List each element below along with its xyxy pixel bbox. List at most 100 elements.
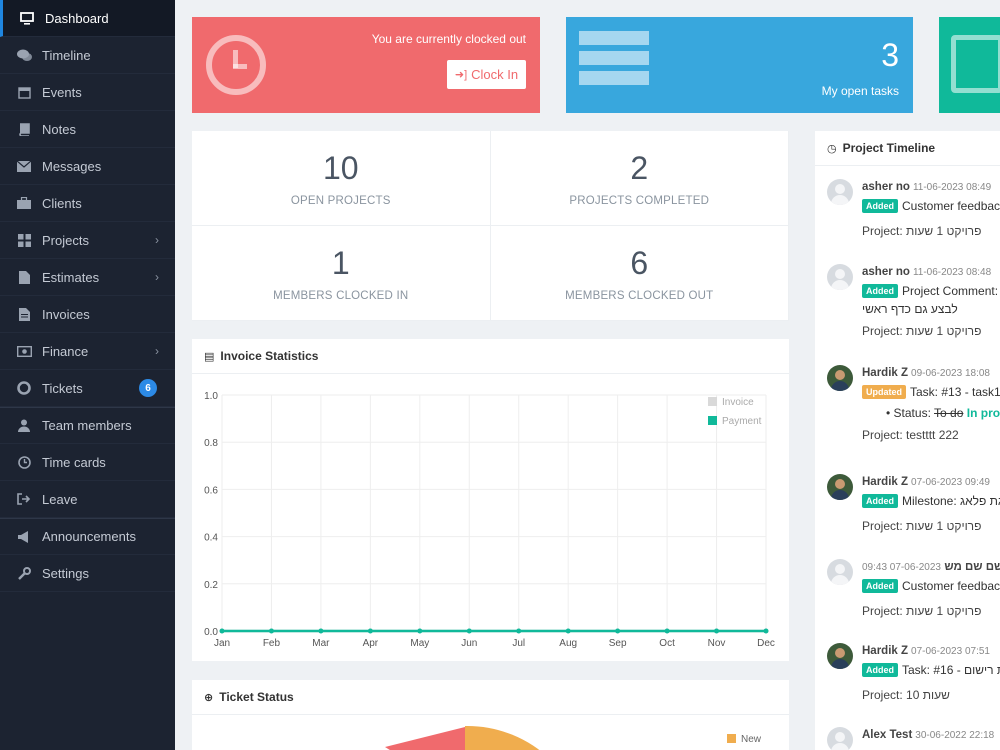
sidebar-item-projects[interactable]: Projects ›: [0, 222, 175, 259]
timeline-project[interactable]: Project: פרויקט 1 שעות: [862, 604, 982, 618]
added-tag: Added: [862, 284, 898, 298]
data-point-payment: [268, 628, 274, 634]
data-point-payment: [763, 628, 769, 634]
timeline-text[interactable]: Customer feedbac: [902, 199, 1000, 213]
sidebar-item-announcements[interactable]: Announcements: [0, 518, 175, 555]
timeline-user-name[interactable]: Alex Test: [862, 729, 913, 741]
project-stats-grid: 10 OPEN PROJECTS 2 PROJECTS COMPLETED 1 …: [192, 131, 789, 321]
lifebuoy-icon: ⊕: [204, 691, 214, 704]
sidebar-item-dashboard[interactable]: Dashboard: [0, 0, 175, 37]
timeline-user-name[interactable]: Hardik Z: [862, 476, 909, 488]
sidebar-item-clients[interactable]: Clients: [0, 185, 175, 222]
file-icon: [16, 269, 32, 285]
clock-in-button[interactable]: ➜] Clock In: [447, 60, 526, 89]
timeline-text[interactable]: Task: #16 - גת רישום: [902, 663, 1000, 677]
pie-slice-other: [385, 727, 465, 750]
sidebar-item-team-members[interactable]: Team members: [0, 407, 175, 444]
timeline-text[interactable]: Customer feedbac: [902, 579, 1000, 593]
y-tick-label: 0.2: [204, 580, 218, 591]
sidebar-item-timeline[interactable]: Timeline: [0, 37, 175, 74]
y-tick-label: 0.8: [204, 438, 218, 449]
sidebar-item-label: Leave: [42, 491, 78, 507]
timeline-user-name[interactable]: שם שם מש: [944, 561, 1000, 573]
x-tick-label: Dec: [757, 638, 775, 649]
data-point-payment: [714, 628, 720, 634]
avatar: [827, 179, 853, 205]
calendar-icon: [16, 84, 32, 100]
wrench-icon: [16, 565, 32, 581]
timeline-user-name[interactable]: asher no: [862, 181, 910, 193]
timeline-time: 30-06-2022 22:18: [915, 730, 995, 741]
sidebar-item-label: Settings: [42, 565, 89, 581]
y-tick-label: 0.6: [204, 485, 218, 496]
timeline-user-name[interactable]: asher no: [862, 266, 910, 278]
envelope-icon: [16, 158, 32, 174]
clock-icon: ◷: [827, 142, 837, 155]
tasks-list-icon: [579, 31, 649, 91]
timeline-text[interactable]: Task: #13 - task1: [910, 385, 1000, 399]
sidebar-item-finance[interactable]: Finance ›: [0, 333, 175, 370]
sidebar-item-label: Events: [42, 84, 82, 100]
stat-projects-completed[interactable]: 2 PROJECTS COMPLETED: [490, 131, 789, 226]
briefcase-icon: [16, 195, 32, 211]
clock-icon: [16, 454, 32, 470]
timeline-time: 11-06-2023 08:49: [912, 182, 992, 193]
status-label: Status:: [893, 406, 931, 420]
y-tick-label: 0.4: [204, 533, 218, 544]
clock-status-text: You are currently clocked out: [371, 32, 526, 46]
timeline-time: 07-06-2023 09:49: [911, 477, 990, 488]
sidebar-item-label: Finance: [42, 343, 89, 359]
stat-label: OPEN PROJECTS: [290, 194, 391, 207]
sidebar-item-notes[interactable]: Notes: [0, 111, 175, 148]
timeline-time: 09:43 07-06-2023: [862, 562, 941, 573]
added-tag: Added: [862, 663, 898, 677]
legend-swatch-invoice: [708, 397, 717, 406]
sidebar-item-tickets[interactable]: Tickets 6: [0, 370, 175, 407]
data-point-payment: [565, 628, 571, 634]
timeline-project[interactable]: Project: testttt 222: [862, 428, 959, 442]
open-tasks-card[interactable]: 3 My open tasks: [566, 17, 913, 113]
sidebar-item-label: Estimates: [42, 269, 100, 285]
stat-members-clocked-in[interactable]: 1 MEMBERS CLOCKED IN: [192, 226, 491, 321]
invoice-chart-area: 1.0 0.8 0.6 0.4 0.2 0.0 Jan Feb Mar Apr May Jun Jul A…: [192, 374, 789, 661]
stat-open-projects[interactable]: 10 OPEN PROJECTS: [192, 131, 491, 226]
sidebar-item-label: Tickets: [42, 380, 83, 396]
ticket-pie-chart: [385, 725, 736, 750]
legend-label-new: New: [741, 734, 762, 745]
timeline-project[interactable]: Project: פרויקט 1 שעות: [862, 324, 982, 338]
x-tick-label: May: [410, 638, 429, 649]
timeline-project[interactable]: Project: 10 שעות: [862, 688, 950, 702]
panel-header: ▤ Invoice Statistics: [192, 339, 789, 374]
sidebar-item-messages[interactable]: Messages: [0, 148, 175, 185]
ticket-status-panel: ⊕ Ticket Status New: [192, 680, 789, 750]
timeline-text[interactable]: Project Comment:: [902, 284, 999, 298]
timeline-project[interactable]: Project: פרויקט 1 שעות: [862, 519, 982, 533]
sidebar-item-leave[interactable]: Leave: [0, 481, 175, 518]
timeline-project[interactable]: Project: פרויקט 1 שעות: [862, 224, 982, 238]
timeline-user-name[interactable]: Hardik Z: [862, 645, 909, 657]
sidebar-item-label: Notes: [42, 121, 76, 137]
x-tick-label: Nov: [708, 638, 726, 649]
comments-icon: [16, 47, 32, 63]
timeline-text[interactable]: Milestone: גת פלאג: [902, 494, 1000, 508]
sidebar-item-time-cards[interactable]: Time cards: [0, 444, 175, 481]
stat-label: MEMBERS CLOCKED OUT: [565, 289, 714, 302]
chevron-right-icon: ›: [155, 344, 159, 358]
invoice-statistics-panel: ▤ Invoice Statistics 1.0 0.8 0.6 0.4 0.2 0.0 J…: [192, 339, 789, 661]
sidebar-item-invoices[interactable]: Invoices: [0, 296, 175, 333]
sidebar: Dashboard Timeline Events Notes Messages…: [0, 0, 175, 750]
stat-members-clocked-out[interactable]: 6 MEMBERS CLOCKED OUT: [490, 226, 789, 321]
x-tick-label: Jan: [214, 638, 230, 649]
sidebar-item-settings[interactable]: Settings: [0, 555, 175, 592]
timeline-user-name[interactable]: Hardik Z: [862, 367, 909, 379]
sidebar-item-events[interactable]: Events: [0, 74, 175, 111]
y-tick-label: 1.0: [204, 391, 218, 402]
sidebar-item-estimates[interactable]: Estimates ›: [0, 259, 175, 296]
panel-header: ⊕ Ticket Status: [192, 680, 789, 715]
pie-slice-new: [465, 725, 540, 750]
data-point-payment: [466, 628, 472, 634]
events-card[interactable]: [939, 17, 1000, 113]
added-tag: Added: [862, 199, 898, 213]
stat-value: 10: [322, 149, 359, 186]
file-text-icon: ▤: [204, 350, 215, 363]
